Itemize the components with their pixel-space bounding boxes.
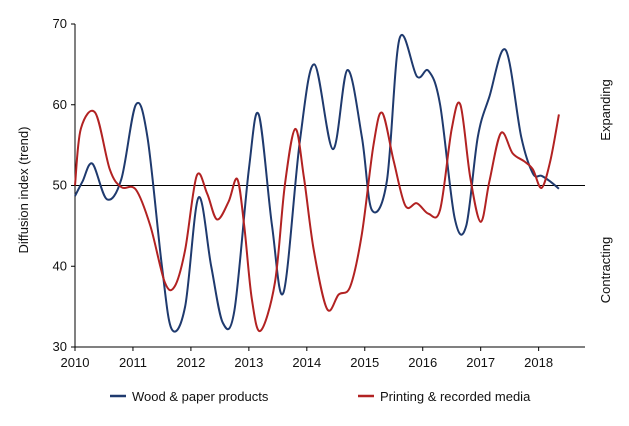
x-tick-label: 2018 xyxy=(524,355,553,370)
expanding-label: Expanding xyxy=(598,79,613,140)
x-tick-label: 2016 xyxy=(408,355,437,370)
x-tick-label: 2014 xyxy=(292,355,321,370)
legend-label-wood: Wood & paper products xyxy=(132,389,269,404)
y-tick-label: 30 xyxy=(53,339,67,354)
x-tick-label: 2013 xyxy=(234,355,263,370)
x-tick-label: 2017 xyxy=(466,355,495,370)
y-tick-label: 70 xyxy=(53,16,67,31)
y-tick-label: 60 xyxy=(53,97,67,112)
y-axis-title: Diffusion index (trend) xyxy=(16,127,31,254)
series-line-printing-media xyxy=(74,101,560,332)
x-tick-label: 2011 xyxy=(119,355,147,370)
x-tick-labels: 2010 2011 2012 2013 2014 2015 2016 2017 2018 xyxy=(61,355,554,370)
chart-axes xyxy=(71,23,585,351)
legend: Wood & paper products Printing & recorde… xyxy=(110,389,531,404)
x-tick-label: 2015 xyxy=(350,355,379,370)
series-line-wood-paper xyxy=(74,34,560,333)
x-tick-label: 2012 xyxy=(176,355,205,370)
series-lines xyxy=(74,34,560,333)
contracting-label: Contracting xyxy=(598,237,613,303)
y-tick-labels: 30 40 50 60 70 xyxy=(53,16,67,354)
legend-label-printing: Printing & recorded media xyxy=(380,389,531,404)
y-tick-label: 50 xyxy=(53,178,67,193)
x-tick-label: 2010 xyxy=(61,355,90,370)
y-tick-label: 40 xyxy=(53,258,67,273)
